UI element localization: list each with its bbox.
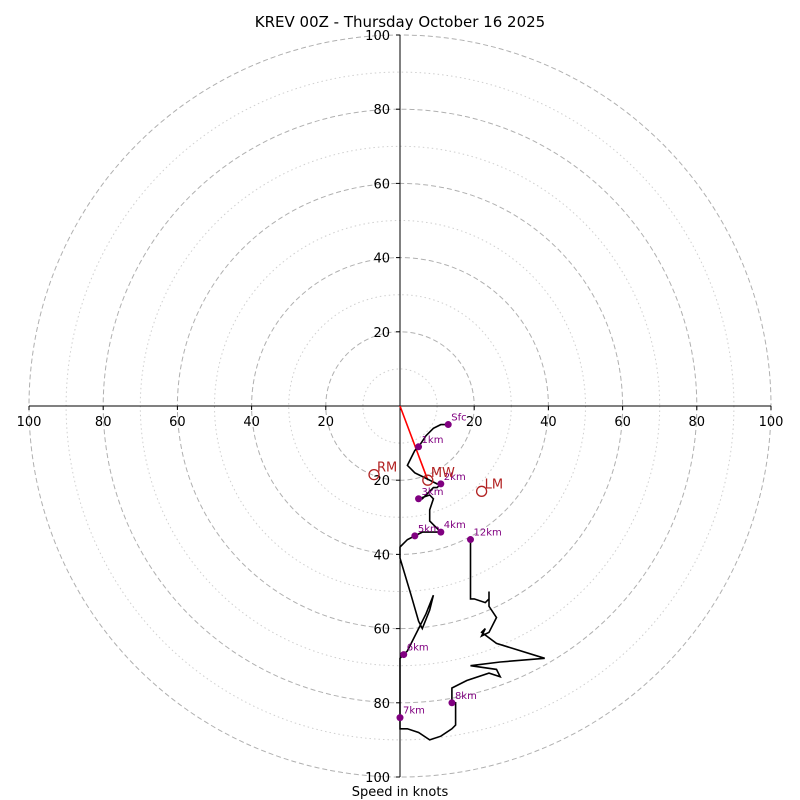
height-marker-point	[444, 421, 452, 429]
height-marker-point	[411, 532, 419, 540]
storm-motions: RM MW LM	[368, 461, 503, 497]
x-tick-label: 100	[759, 415, 784, 430]
storm-motion-label: RM	[377, 461, 397, 476]
height-marker-point	[448, 699, 456, 707]
height-marker-label: 3km	[422, 487, 444, 498]
y-tick-label: 40	[373, 548, 390, 563]
y-tick-label: 100	[365, 29, 390, 44]
storm-motion-marker	[475, 485, 488, 497]
storm-motion-label: LM	[485, 477, 503, 492]
height-marker-label: Sfc	[451, 413, 466, 424]
height-marker-label: 2km	[444, 472, 466, 483]
height-marker-label: 1km	[422, 435, 444, 446]
x-tick-label: 20	[466, 415, 483, 430]
y-tick-label: 20	[373, 474, 390, 489]
height-marker-point	[466, 536, 474, 544]
chart-title: KREV 00Z - Thursday October 16 2025	[255, 13, 545, 31]
storm-motion-label: MW	[431, 466, 455, 481]
height-marker-label: 4km	[444, 520, 466, 531]
x-tick-label: 80	[689, 415, 706, 430]
y-tick-label: 80	[373, 103, 390, 118]
y-tick-label: 80	[373, 697, 390, 712]
shear-vector	[399, 405, 429, 481]
height-marker-point	[415, 443, 423, 451]
y-tick-label: 40	[373, 252, 390, 267]
height-marker-label: 8km	[455, 691, 477, 702]
y-tick-label: 60	[373, 177, 390, 192]
y-tick-label: 20	[373, 326, 390, 341]
x-tick-label: 100	[17, 415, 42, 430]
x-tick-label: 80	[95, 415, 112, 430]
height-marker-point	[415, 495, 423, 503]
x-tick-label: 40	[540, 415, 557, 430]
y-tick-label: 60	[373, 623, 390, 638]
x-axis-label: Speed in knots	[352, 785, 449, 800]
x-tick-label: 40	[243, 415, 260, 430]
height-marker-point	[437, 480, 445, 488]
height-marker-point	[437, 528, 445, 536]
shear-vector-layer	[399, 405, 429, 481]
height-marker-label: 6km	[407, 643, 429, 654]
height-marker-label: 12km	[473, 528, 501, 539]
height-marker-point	[400, 651, 408, 659]
x-tick-label: 60	[614, 415, 631, 430]
axes: 100 80 60 40 20 20 40 60 80 100 100 80 60 40 20 20 40 60 8…	[17, 29, 784, 786]
y-tick-label: 100	[365, 771, 390, 786]
x-tick-label: 60	[169, 415, 186, 430]
height-marker-point	[396, 714, 404, 722]
storm-motion-marker	[368, 468, 380, 481]
storm-motion-marker	[422, 474, 434, 486]
x-tick-label: 20	[318, 415, 335, 430]
height-marker-label: 5km	[418, 524, 440, 535]
height-marker-label: 7km	[403, 706, 425, 717]
